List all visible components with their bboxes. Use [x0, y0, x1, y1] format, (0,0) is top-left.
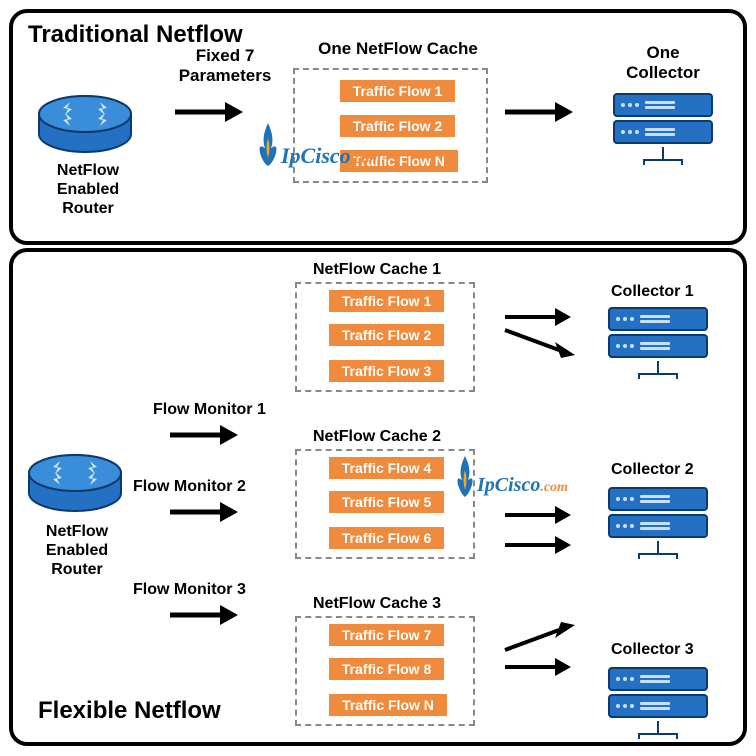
watermark-text: IpCisco.com	[281, 143, 381, 169]
traffic-flow: Traffic Flow 1	[340, 80, 455, 102]
traffic-flow: Traffic Flow 7	[329, 624, 444, 646]
watermark-flame-icon	[253, 118, 283, 173]
collector-icon	[608, 487, 708, 567]
collector-icon	[613, 93, 713, 173]
traffic-flow: Traffic Flow 2	[329, 324, 444, 346]
flexible-title: Flexible Netflow	[38, 697, 221, 725]
cache-label: NetFlow Cache 2	[313, 427, 441, 446]
collector-label: One Collector	[613, 43, 713, 84]
collector-label: Collector 3	[611, 640, 694, 659]
arrow-to-collector	[503, 500, 573, 530]
collector-label: Collector 1	[611, 282, 694, 301]
collector-icon	[608, 307, 708, 387]
watermark-flame-icon	[451, 452, 479, 503]
traditional-title: Traditional Netflow	[28, 21, 243, 49]
traffic-flow: Traffic Flow N	[329, 694, 447, 716]
router-icon	[25, 447, 125, 519]
traffic-flow: Traffic Flow 1	[329, 290, 444, 312]
flexible-netflow-panel: Flexible Netflow NetFlow Enabled Router …	[9, 248, 747, 746]
traffic-flow: Traffic Flow 4	[329, 457, 444, 479]
flow-monitor-label: Flow Monitor 1	[153, 400, 266, 419]
arrow-to-collector	[503, 97, 573, 127]
flow-monitor-label: Flow Monitor 2	[133, 477, 246, 496]
arrow-monitor	[168, 420, 238, 450]
arrow-params	[173, 97, 243, 127]
router-label: NetFlow Enabled Router	[27, 522, 127, 580]
cache-label: One NetFlow Cache	[308, 39, 488, 59]
arrow-to-collector	[503, 530, 573, 560]
cache-label: NetFlow Cache 3	[313, 594, 441, 613]
cache-label: NetFlow Cache 1	[313, 260, 441, 279]
traffic-flow: Traffic Flow 5	[329, 491, 444, 513]
arrow-to-collector	[503, 652, 573, 682]
traffic-flow: Traffic Flow 6	[329, 527, 444, 549]
traffic-flow: Traffic Flow 8	[329, 658, 444, 680]
netflow-cache: Traffic Flow 7 Traffic Flow 8 Traffic Fl…	[295, 616, 475, 726]
traffic-flow: Traffic Flow 2	[340, 115, 455, 137]
arrow-monitor	[168, 497, 238, 527]
params-label: Fixed 7 Parameters	[165, 46, 285, 87]
router-icon	[35, 88, 135, 160]
traffic-flow: Traffic Flow 3	[329, 360, 444, 382]
arrow-monitor	[168, 600, 238, 630]
collector-icon	[608, 667, 708, 747]
collector-label: Collector 2	[611, 460, 694, 479]
traditional-netflow-panel: Traditional Netflow NetFlow Enabled Rout…	[9, 9, 747, 245]
router-label: NetFlow Enabled Router	[43, 161, 133, 219]
netflow-cache: Traffic Flow 4 Traffic Flow 5 Traffic Fl…	[295, 449, 475, 559]
arrow-to-collector	[503, 322, 578, 362]
watermark-text: IpCisco.com	[477, 474, 568, 497]
netflow-cache: Traffic Flow 1 Traffic Flow 2 Traffic Fl…	[295, 282, 475, 392]
flow-monitor-label: Flow Monitor 3	[133, 580, 246, 599]
